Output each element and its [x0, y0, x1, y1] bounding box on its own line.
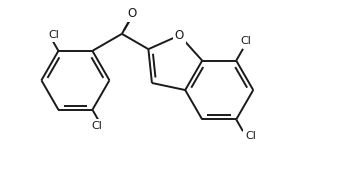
Text: Cl: Cl	[49, 30, 60, 40]
Text: Cl: Cl	[245, 131, 256, 141]
Text: Cl: Cl	[240, 36, 251, 46]
Text: O: O	[175, 29, 184, 42]
Text: Cl: Cl	[91, 121, 102, 131]
Text: O: O	[127, 7, 137, 20]
